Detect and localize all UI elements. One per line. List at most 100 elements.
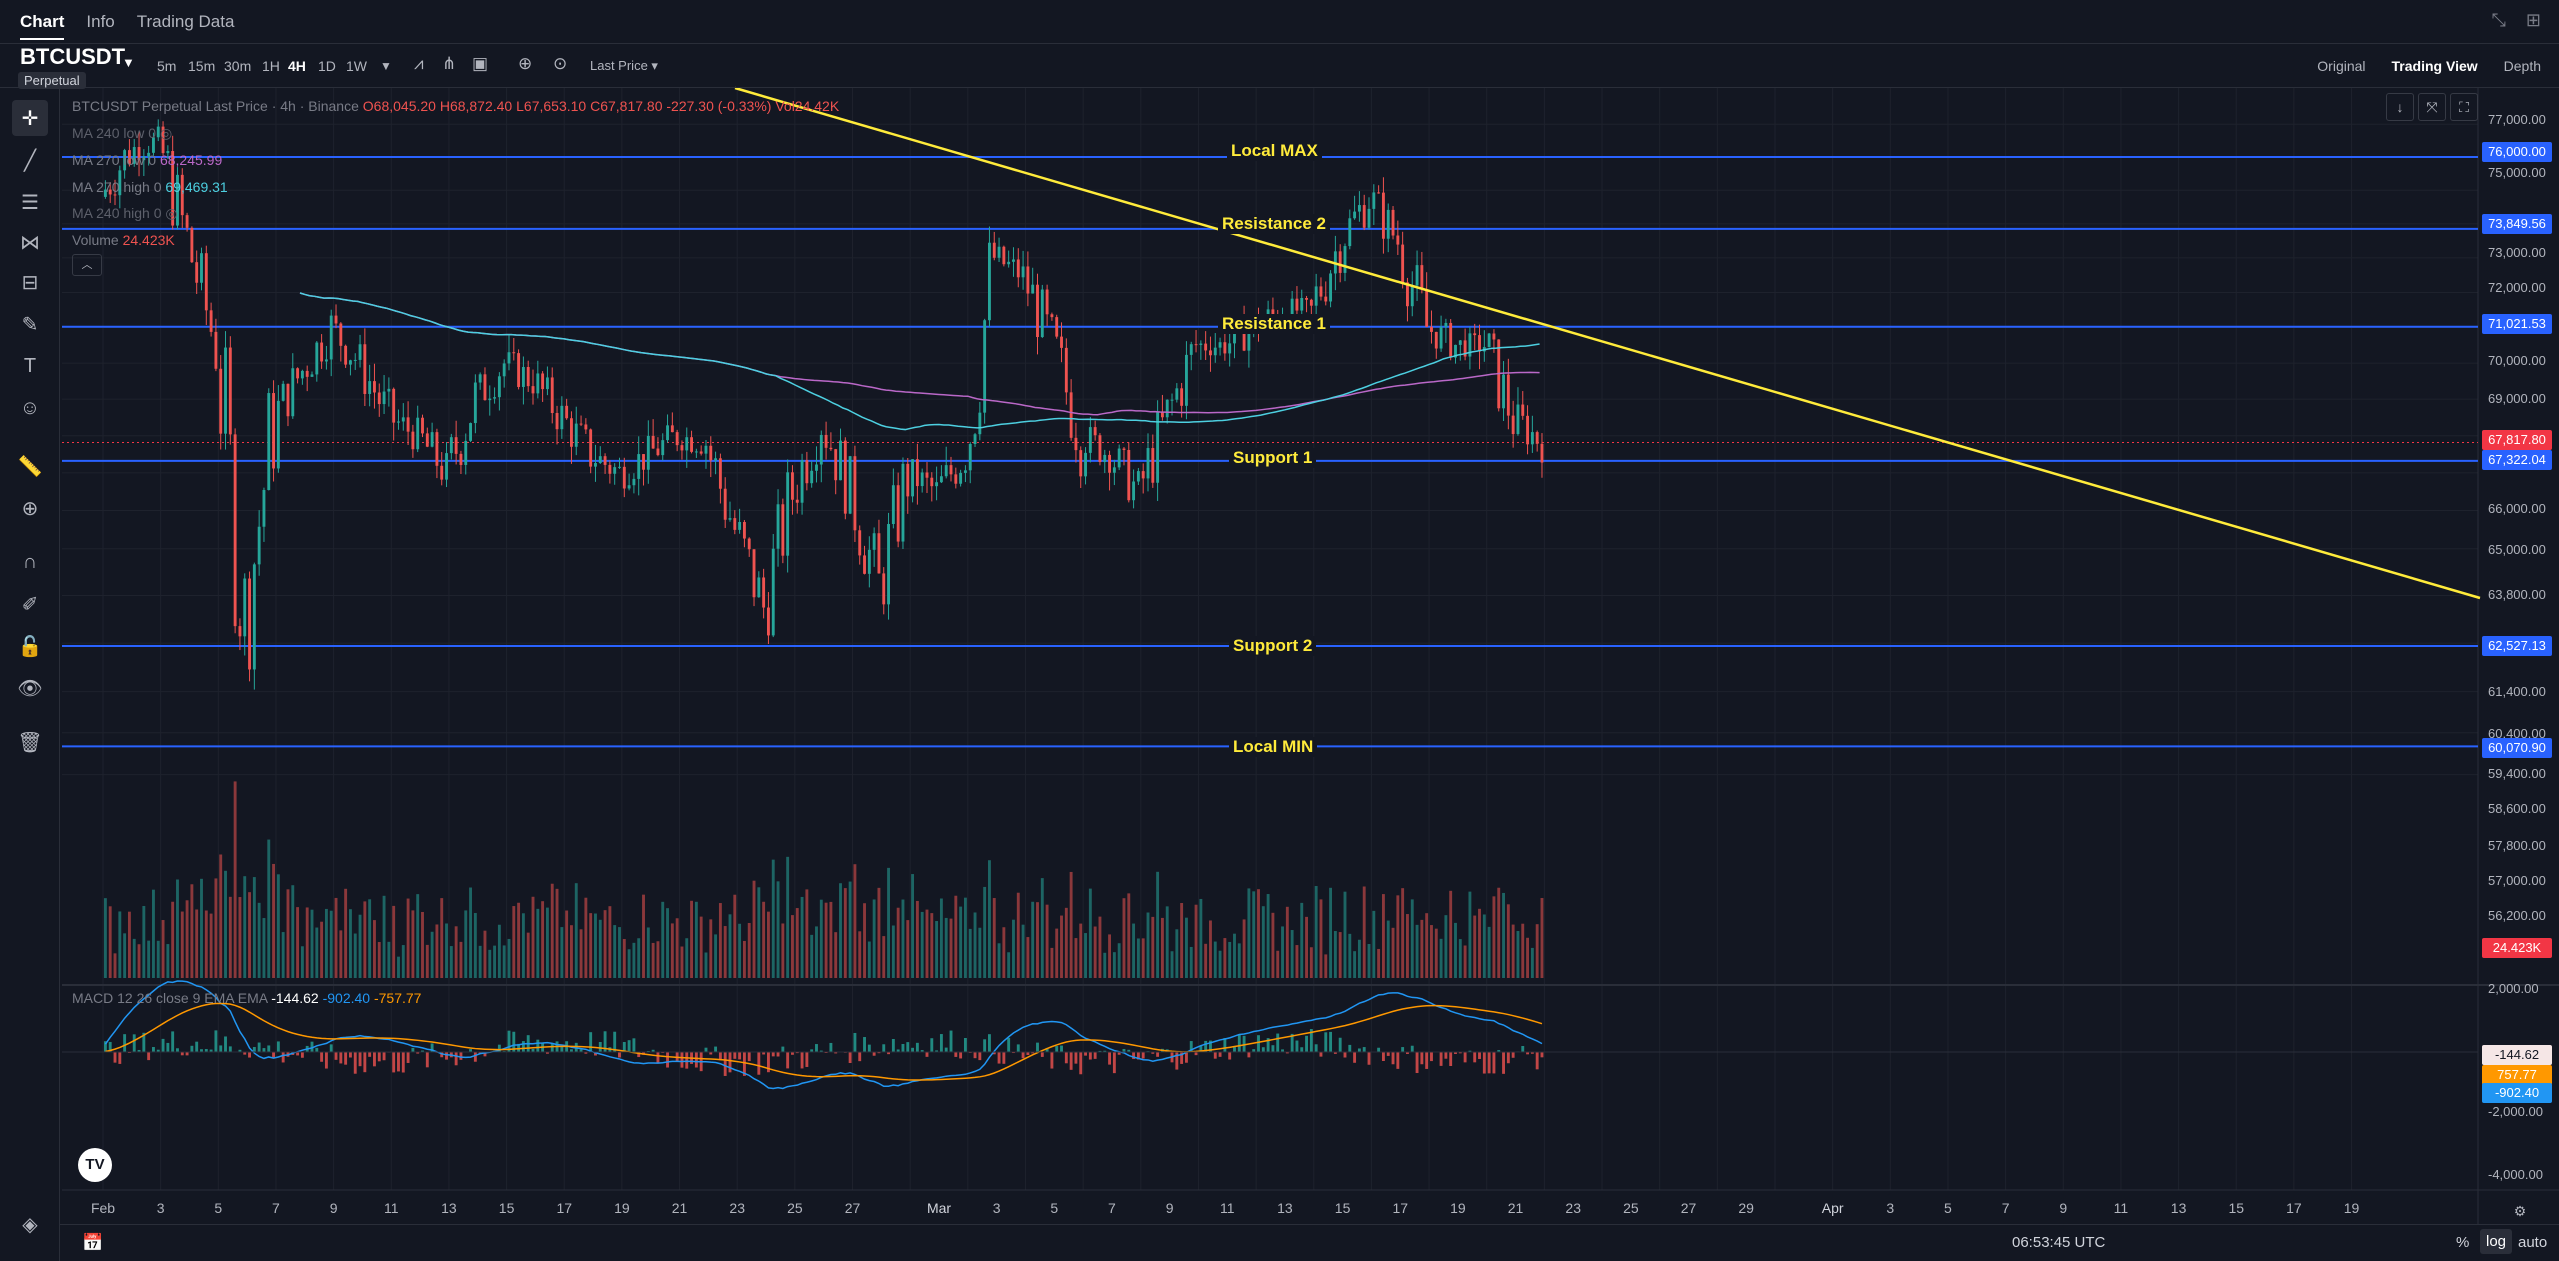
trendline-icon[interactable]: ╱	[23, 149, 37, 172]
candle-body	[1377, 192, 1381, 194]
candle-body	[257, 526, 261, 565]
tf-1d[interactable]: 1D	[318, 58, 336, 74]
volume-bar	[1064, 907, 1068, 978]
eye-icon[interactable]: 👁	[17, 677, 43, 700]
symbol-name[interactable]: BTCUSDT	[20, 44, 126, 69]
volume-bar	[238, 897, 242, 978]
camera-icon[interactable]: ▣	[472, 54, 489, 73]
level-label-support-1[interactable]: Support 1	[1229, 448, 1317, 468]
brush-icon[interactable]: ✎	[21, 313, 39, 336]
tab-trading-data[interactable]: Trading Data	[136, 11, 235, 31]
candle-body	[296, 368, 300, 379]
symbol-caret-icon[interactable]: ▼	[122, 55, 135, 70]
legend-high: H68,872.40	[439, 98, 513, 114]
volume-bar	[930, 913, 934, 978]
view-depth[interactable]: Depth	[2503, 58, 2541, 74]
tf-15m[interactable]: 15m	[188, 58, 216, 74]
level-label-resistance-1[interactable]: Resistance 1	[1218, 314, 1330, 334]
scroll-down-icon[interactable]: ↓	[2386, 93, 2414, 121]
indicators-icon[interactable]: ⋔	[442, 54, 457, 73]
tab-chart[interactable]: Chart	[20, 12, 65, 40]
macd-histogram-bar	[1045, 1047, 1049, 1052]
time-tick: 3	[1886, 1200, 1895, 1216]
legend-ma270-high[interactable]: MA 270 high 0 69,469.31	[72, 179, 228, 195]
level-label-local-max[interactable]: Local MAX	[1227, 141, 1322, 161]
auto-toggle[interactable]: auto	[2518, 1234, 2548, 1251]
candle-body	[1444, 322, 1448, 327]
price-type-label: Last Price	[590, 58, 648, 73]
crosshair-icon[interactable]: ✛	[12, 100, 48, 136]
macd-histogram-bar	[1463, 1052, 1467, 1063]
text-icon[interactable]: T	[23, 354, 37, 377]
tf-1w[interactable]: 1W	[346, 58, 367, 74]
eye-off-icon[interactable]: ◎	[165, 205, 178, 221]
macd-histogram-bar	[1478, 1052, 1481, 1059]
volume-bar	[1530, 947, 1534, 978]
replay-icon[interactable]: ⊙	[553, 54, 568, 73]
zoom-icon[interactable]: ⊕	[21, 497, 39, 520]
timeframe-dropdown-icon[interactable]: ▼	[380, 59, 392, 73]
ruler-icon[interactable]: 📏	[17, 455, 43, 478]
price-type-select[interactable]: Last Price ▾	[590, 58, 658, 73]
layers-icon[interactable]: ◈	[22, 1213, 38, 1236]
tradingview-logo[interactable]: TV	[78, 1148, 112, 1182]
tab-info[interactable]: Info	[86, 11, 115, 31]
macd-histogram-bar	[363, 1052, 367, 1073]
measure-range-icon[interactable]: ⊟	[21, 271, 39, 294]
tf-30m[interactable]: 30m	[224, 58, 252, 74]
volume-bar	[507, 938, 511, 978]
candle-body	[469, 423, 472, 441]
emoji-icon[interactable]: ☺	[19, 396, 41, 419]
legend-volume[interactable]: Volume 24.423K	[72, 232, 175, 248]
lock-icon[interactable]: 🔓	[17, 635, 43, 658]
candle-body	[1093, 427, 1097, 436]
magnet-icon[interactable]: ∩	[22, 550, 38, 573]
date-range-icon[interactable]: 📅	[82, 1233, 104, 1252]
log-toggle[interactable]: log	[2480, 1229, 2513, 1254]
percent-toggle[interactable]: %	[2456, 1234, 2470, 1251]
view-original[interactable]: Original	[2317, 58, 2366, 74]
candle-body	[627, 485, 631, 489]
chart-type-icon[interactable]: ⩘	[414, 54, 424, 73]
legend-ma240-high[interactable]: MA 240 high 0 ◎	[72, 205, 178, 222]
utc-clock[interactable]: 06:53:45 UTC	[2012, 1234, 2106, 1251]
axis-settings-icon[interactable]: ⚙	[2513, 1203, 2527, 1219]
tf-5m[interactable]: 5m	[157, 58, 177, 74]
volume-bar	[839, 883, 842, 978]
candle-body	[1084, 452, 1087, 477]
macd-histogram-bar	[118, 1052, 122, 1064]
level-label-resistance-2[interactable]: Resistance 2	[1218, 214, 1330, 234]
legend-macd[interactable]: MACD 12 26 close 9 EMA EMA -144.62 -902.…	[72, 990, 421, 1006]
time-tick: 19	[614, 1200, 630, 1216]
lock-drawing-icon[interactable]: ✐	[21, 593, 39, 616]
macd-histogram-bar	[1108, 1052, 1112, 1065]
candle-body	[1108, 454, 1112, 473]
maximize-pane-icon[interactable]: ⛶	[2450, 93, 2478, 121]
volume-bar	[646, 927, 650, 978]
collapse-icon[interactable]: ⤡	[2491, 10, 2506, 30]
legend-ma270-low[interactable]: MA 270 low 0 68,245.99	[72, 152, 222, 168]
tf-4h[interactable]: 4H	[288, 58, 306, 74]
eye-off-icon[interactable]: ◎	[159, 125, 173, 141]
collapse-pane-icon[interactable]: ⤧	[2418, 93, 2446, 121]
volume-bar	[738, 923, 742, 978]
add-icon[interactable]: ⊕	[518, 54, 533, 73]
level-label-local-min[interactable]: Local MIN	[1229, 737, 1318, 757]
volume-bar	[685, 938, 689, 978]
trash-icon[interactable]: 🗑	[17, 731, 43, 754]
collapse-legend-button[interactable]: ︿	[72, 254, 102, 276]
pattern-icon[interactable]: ⋈	[20, 231, 40, 254]
legend-ma240-low[interactable]: MA 240 low 0 ◎	[72, 125, 172, 142]
horizontal-lines-icon[interactable]: ☰	[21, 191, 39, 214]
volume-bar	[1237, 943, 1241, 978]
volume-bar	[353, 933, 357, 978]
volume-bar	[1146, 912, 1150, 978]
volume-bar	[209, 913, 213, 978]
view-trading-view[interactable]: Trading View	[2391, 58, 2478, 74]
grid-layout-icon[interactable]: ⊞	[2525, 10, 2541, 30]
tf-1h[interactable]: 1H	[262, 58, 280, 74]
level-label-support-2[interactable]: Support 2	[1229, 636, 1317, 656]
macd-histogram-bar	[1530, 1052, 1534, 1054]
candle-body	[1468, 333, 1472, 357]
